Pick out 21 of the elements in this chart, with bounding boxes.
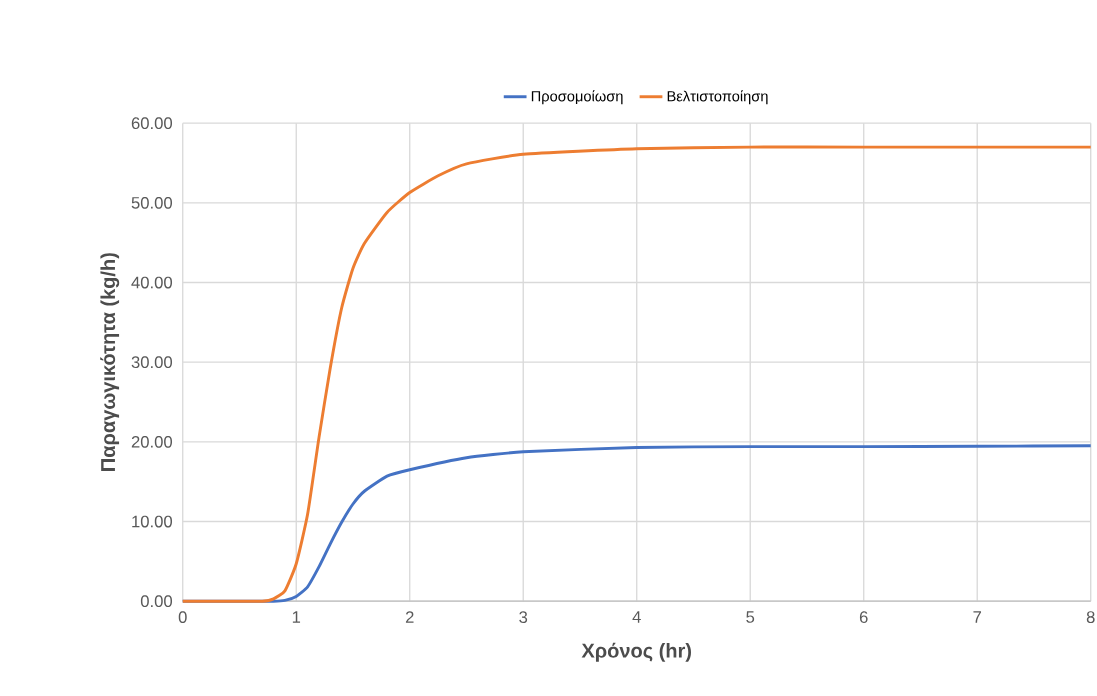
legend-label: Βελτιστοποίηση	[667, 90, 768, 105]
y-tick-label: 20.00	[131, 435, 173, 448]
x-tick-label: 6	[859, 611, 868, 624]
y-tick-label: 50.00	[131, 196, 173, 209]
y-tick-label: 60.00	[131, 117, 173, 130]
x-tick-label: 3	[519, 611, 528, 624]
y-tick-label: 0.00	[140, 595, 173, 608]
y-tick-label: 10.00	[132, 515, 173, 528]
x-tick-label: 7	[973, 611, 982, 623]
x-tick-label: 2	[405, 611, 414, 623]
y-tick-label: 30.00	[131, 356, 173, 369]
legend-label: Προσομοίωση	[531, 90, 623, 105]
y-axis-title: Παραγωγικότητα (kg/h)	[100, 253, 120, 471]
x-tick-label: 1	[292, 611, 301, 623]
x-tick-label: 4	[632, 611, 641, 623]
line-series	[181, 145, 1093, 603]
y-tick-label: 40.00	[131, 276, 173, 289]
x-axis-title: Χρόνος (hr)	[581, 642, 691, 662]
x-tick-label: 0	[178, 611, 187, 624]
x-tick-label: 5	[746, 611, 755, 623]
x-tick-label: 8	[1086, 611, 1095, 624]
